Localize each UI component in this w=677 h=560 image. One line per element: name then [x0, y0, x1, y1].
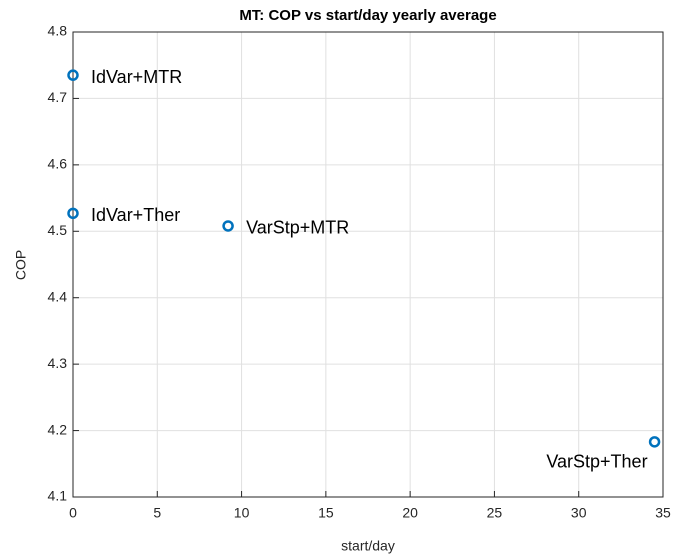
- point-label: VarStp+Ther: [546, 452, 647, 472]
- y-tick-label: 4.4: [48, 288, 68, 304]
- y-tick-label: 4.2: [48, 421, 68, 437]
- x-tick-label: 10: [234, 505, 250, 521]
- point: [67, 69, 79, 81]
- x-tick-label: 35: [655, 505, 671, 521]
- x-tick-label: 30: [571, 505, 587, 521]
- x-tick-label: 20: [402, 505, 418, 521]
- y-tick-label: 4.3: [48, 355, 68, 371]
- y-axis-label: COP: [13, 250, 29, 280]
- point: [67, 207, 79, 220]
- x-axis-label: start/day: [341, 538, 395, 554]
- chart-title: MT: COP vs start/day yearly average: [239, 7, 496, 24]
- x-tick-label: 15: [318, 505, 334, 521]
- x-tick-label: 0: [69, 505, 77, 521]
- x-tick-label: 5: [153, 505, 161, 521]
- y-tick-label: 4.6: [48, 156, 68, 172]
- point-label: IdVar+Ther: [91, 205, 180, 225]
- y-tick-label: 4.5: [48, 222, 68, 238]
- point-label: VarStp+MTR: [246, 218, 349, 238]
- plot-frame: [72, 31, 664, 498]
- y-tick-label: 4.8: [48, 23, 68, 39]
- y-tick-label: 4.1: [48, 488, 68, 504]
- x-tick-label: 25: [487, 505, 503, 521]
- y-tick-label: 4.7: [48, 89, 68, 105]
- point-label: IdVar+MTR: [91, 67, 182, 87]
- point: [648, 436, 661, 448]
- point: [222, 220, 234, 232]
